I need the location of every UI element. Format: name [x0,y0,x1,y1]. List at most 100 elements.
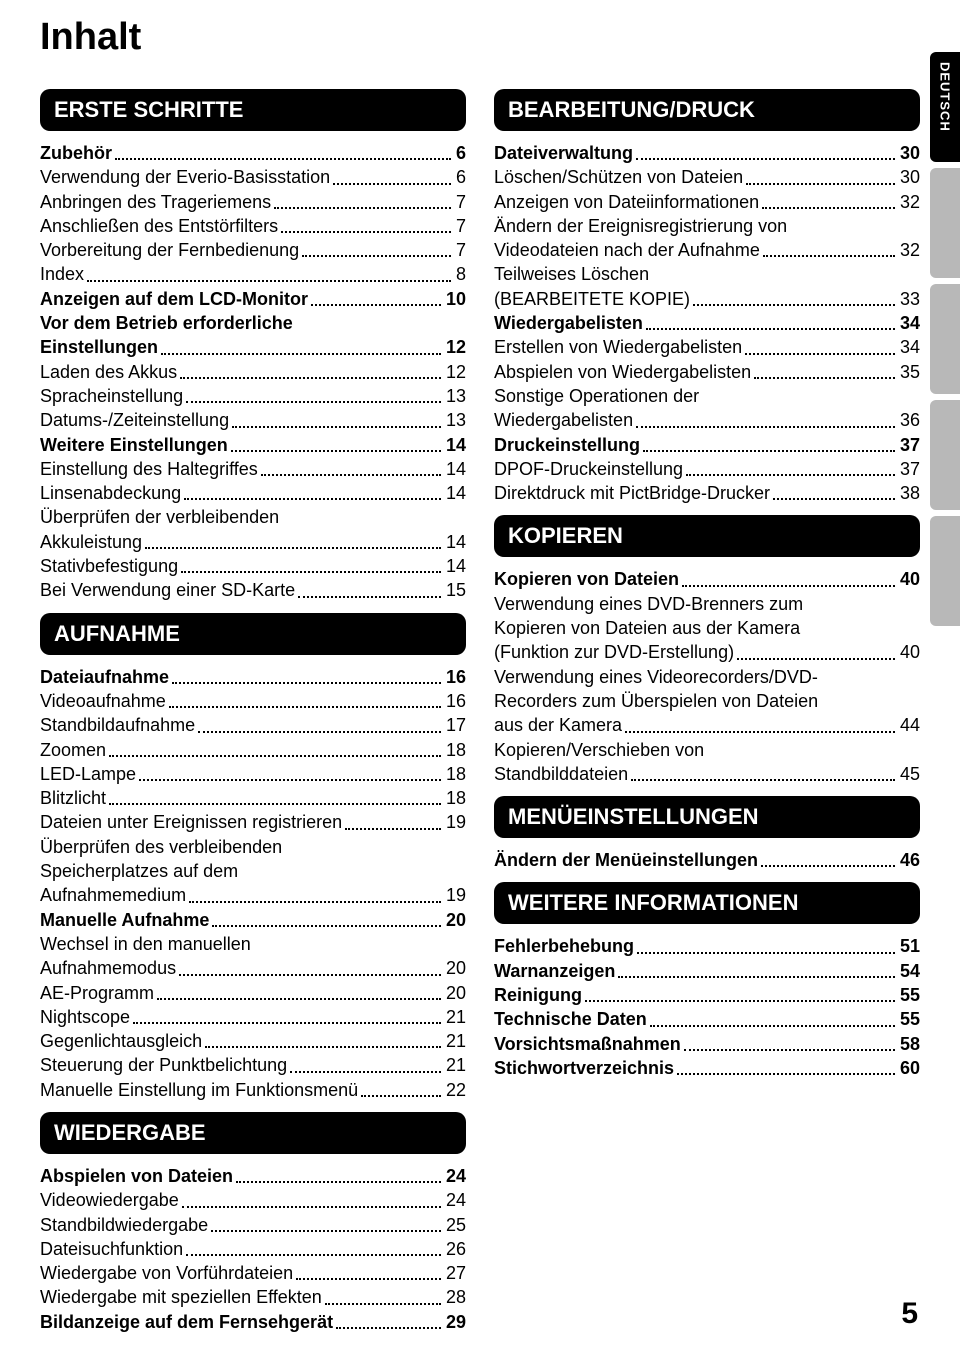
toc-entry[interactable]: Fehlerbehebung51 [494,934,920,958]
toc-entry[interactable]: Anbringen des Trageriemens7 [40,190,466,214]
toc-entry[interactable]: Datums-/Zeiteinstellung13 [40,408,466,432]
toc-entry[interactable]: Dateiverwaltung30 [494,141,920,165]
toc-entry-page: 55 [898,1007,920,1031]
toc-entry[interactable]: Sonstige Operationen derWiedergabelisten… [494,384,920,433]
toc-entry[interactable]: Bei Verwendung einer SD-Karte15 [40,578,466,602]
toc-entry[interactable]: Steuerung der Punktbelichtung21 [40,1053,466,1077]
toc-entry-page: 6 [454,165,466,189]
toc-entry-label: Steuerung der Punktbelichtung [40,1053,287,1077]
toc-entry[interactable]: Wiedergabe mit speziellen Effekten28 [40,1285,466,1309]
toc-entry-label: Dateisuchfunktion [40,1237,183,1261]
toc-entry[interactable]: AE-Programm20 [40,981,466,1005]
toc-entry[interactable]: Videowiedergabe24 [40,1188,466,1212]
toc-entry[interactable]: Ändern der Menüeinstellungen46 [494,848,920,872]
toc-entry[interactable]: Druckeinstellung37 [494,433,920,457]
toc-entry[interactable]: Abspielen von Dateien24 [40,1164,466,1188]
toc-entry[interactable]: Anzeigen auf dem LCD-Monitor10 [40,287,466,311]
side-tab-5[interactable] [930,516,960,626]
toc-entry-line: Recorders zum Überspielen von Dateien [494,689,920,713]
toc-entry-page: 37 [898,433,920,457]
toc-entry-label: DPOF-Druckeinstellung [494,457,683,481]
toc-entry[interactable]: Überprüfen der verbleibendenAkkuleistung… [40,505,466,554]
toc-entry[interactable]: Linsenabdeckung14 [40,481,466,505]
toc-leader [345,827,441,830]
toc-leader [169,705,441,708]
toc-leader [302,254,451,257]
toc-leader [211,1229,441,1232]
toc-entry-label: Standbildwiedergabe [40,1213,208,1237]
toc-leader [232,425,441,428]
toc-entry[interactable]: Kopieren von Dateien40 [494,567,920,591]
toc-entry[interactable]: Spracheinstellung13 [40,384,466,408]
toc-entry[interactable]: Gegenlichtausgleich21 [40,1029,466,1053]
toc-entry[interactable]: Videoaufnahme16 [40,689,466,713]
toc-entry[interactable]: Weitere Einstellungen14 [40,433,466,457]
side-tab-deutsch[interactable]: DEUTSCH [930,52,960,162]
toc-entry[interactable]: Stativbefestigung14 [40,554,466,578]
toc-entry-label: Wiedergabe von Vorführdateien [40,1261,293,1285]
toc-entry[interactable]: Standbildwiedergabe25 [40,1213,466,1237]
toc-entry[interactable]: Blitzlicht18 [40,786,466,810]
toc-entry-label: Erstellen von Wiedergabelisten [494,335,742,359]
toc-entry[interactable]: Direktdruck mit PictBridge-Drucker38 [494,481,920,505]
toc-entry-page: 54 [898,959,920,983]
toc-entry-label: Index [40,262,84,286]
toc-entry-page: 30 [898,141,920,165]
toc-entry-line: Überprüfen der verbleibenden [40,505,466,529]
toc-entry[interactable]: Technische Daten55 [494,1007,920,1031]
toc-entry[interactable]: Warnanzeigen54 [494,959,920,983]
toc-entry-page: 12 [444,335,466,359]
toc-entry[interactable]: Verwendung eines Videorecorders/DVD-Reco… [494,665,920,738]
toc-entry[interactable]: Löschen/Schützen von Dateien30 [494,165,920,189]
toc-entry[interactable]: Vor dem Betrieb erforderlicheEinstellung… [40,311,466,360]
toc-entry[interactable]: Dateien unter Ereignissen registrieren19 [40,810,466,834]
toc-entry[interactable]: Anzeigen von Dateiinformationen32 [494,190,920,214]
toc-entry[interactable]: Dateiaufnahme16 [40,665,466,689]
toc-entry[interactable]: Wiedergabelisten34 [494,311,920,335]
toc-entry[interactable]: Wiedergabe von Vorführdateien27 [40,1261,466,1285]
toc-entry[interactable]: DPOF-Druckeinstellung37 [494,457,920,481]
toc-entry[interactable]: Bildanzeige auf dem Fernsehgerät29 [40,1310,466,1334]
toc-leader [161,352,441,355]
toc-entry-page: 58 [898,1032,920,1056]
toc-entry[interactable]: Zoomen18 [40,738,466,762]
toc-leader [261,473,441,476]
toc-entry[interactable]: Kopieren/Verschieben vonStandbilddateien… [494,738,920,787]
toc-entry-page: 21 [444,1029,466,1053]
toc-entry[interactable]: Anschließen des Entstörfilters7 [40,214,466,238]
toc-entry[interactable]: Laden des Akkus12 [40,360,466,384]
toc-leader [296,1277,441,1280]
toc-leader [336,1326,441,1329]
toc-entry[interactable]: Erstellen von Wiedergabelisten34 [494,335,920,359]
toc-entry[interactable]: Zubehör6 [40,141,466,165]
toc-entry[interactable]: Vorbereitung der Fernbedienung7 [40,238,466,262]
toc-entry[interactable]: Teilweises Löschen(BEARBEITETE KOPIE)33 [494,262,920,311]
toc-entry[interactable]: Verwendung der Everio-Basisstation6 [40,165,466,189]
toc-entry-page: 33 [898,287,920,311]
toc-entry[interactable]: Überprüfen des verbleibendenSpeicherplat… [40,835,466,908]
toc-entry-line: Verwendung eines DVD-Brenners zum [494,592,920,616]
toc-entry-label: Zoomen [40,738,106,762]
toc-entry[interactable]: Verwendung eines DVD-Brenners zumKopiere… [494,592,920,665]
side-tabs: DEUTSCH [930,52,960,626]
toc-entry-page: 8 [454,262,466,286]
toc-entry[interactable]: Einstellung des Haltegriffes14 [40,457,466,481]
toc-entry[interactable]: Index 8 [40,262,466,286]
side-tab-2[interactable] [930,168,960,278]
toc-entry-page: 29 [444,1310,466,1334]
side-tab-4[interactable] [930,400,960,510]
toc-entry[interactable]: Stichwortverzeichnis60 [494,1056,920,1080]
toc-entry[interactable]: Wechsel in den manuellenAufnahmemodus20 [40,932,466,981]
toc-entry[interactable]: LED-Lampe18 [40,762,466,786]
toc-entry[interactable]: Dateisuchfunktion26 [40,1237,466,1261]
toc-entry[interactable]: Standbildaufnahme17 [40,713,466,737]
toc-entry-page: 51 [898,934,920,958]
toc-entry[interactable]: Vorsichtsmaßnahmen58 [494,1032,920,1056]
toc-entry[interactable]: Manuelle Aufnahme20 [40,908,466,932]
toc-entry[interactable]: Nightscope21 [40,1005,466,1029]
toc-entry[interactable]: Manuelle Einstellung im Funktionsmenü22 [40,1078,466,1102]
toc-entry[interactable]: Abspielen von Wiedergabelisten35 [494,360,920,384]
side-tab-3[interactable] [930,284,960,394]
toc-entry[interactable]: Reinigung55 [494,983,920,1007]
toc-entry[interactable]: Ändern der Ereignisregistrierung vonVide… [494,214,920,263]
